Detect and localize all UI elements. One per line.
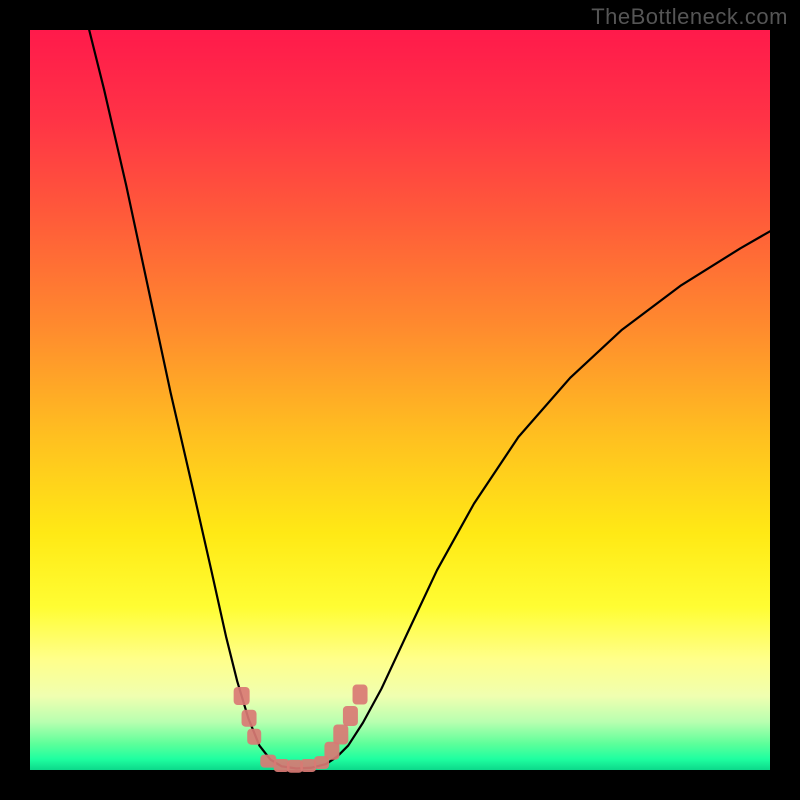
chart-stage: TheBottleneck.com: [0, 0, 800, 800]
curve-marker: [242, 710, 257, 727]
watermark-text: TheBottleneck.com: [591, 4, 788, 30]
plot-background: [30, 30, 770, 770]
curve-marker: [234, 687, 250, 705]
curve-marker: [247, 729, 261, 745]
curve-marker: [333, 724, 348, 744]
curve-marker: [300, 759, 316, 772]
curve-marker: [353, 685, 368, 705]
curve-marker: [343, 706, 358, 726]
bottleneck-chart: [0, 0, 800, 800]
